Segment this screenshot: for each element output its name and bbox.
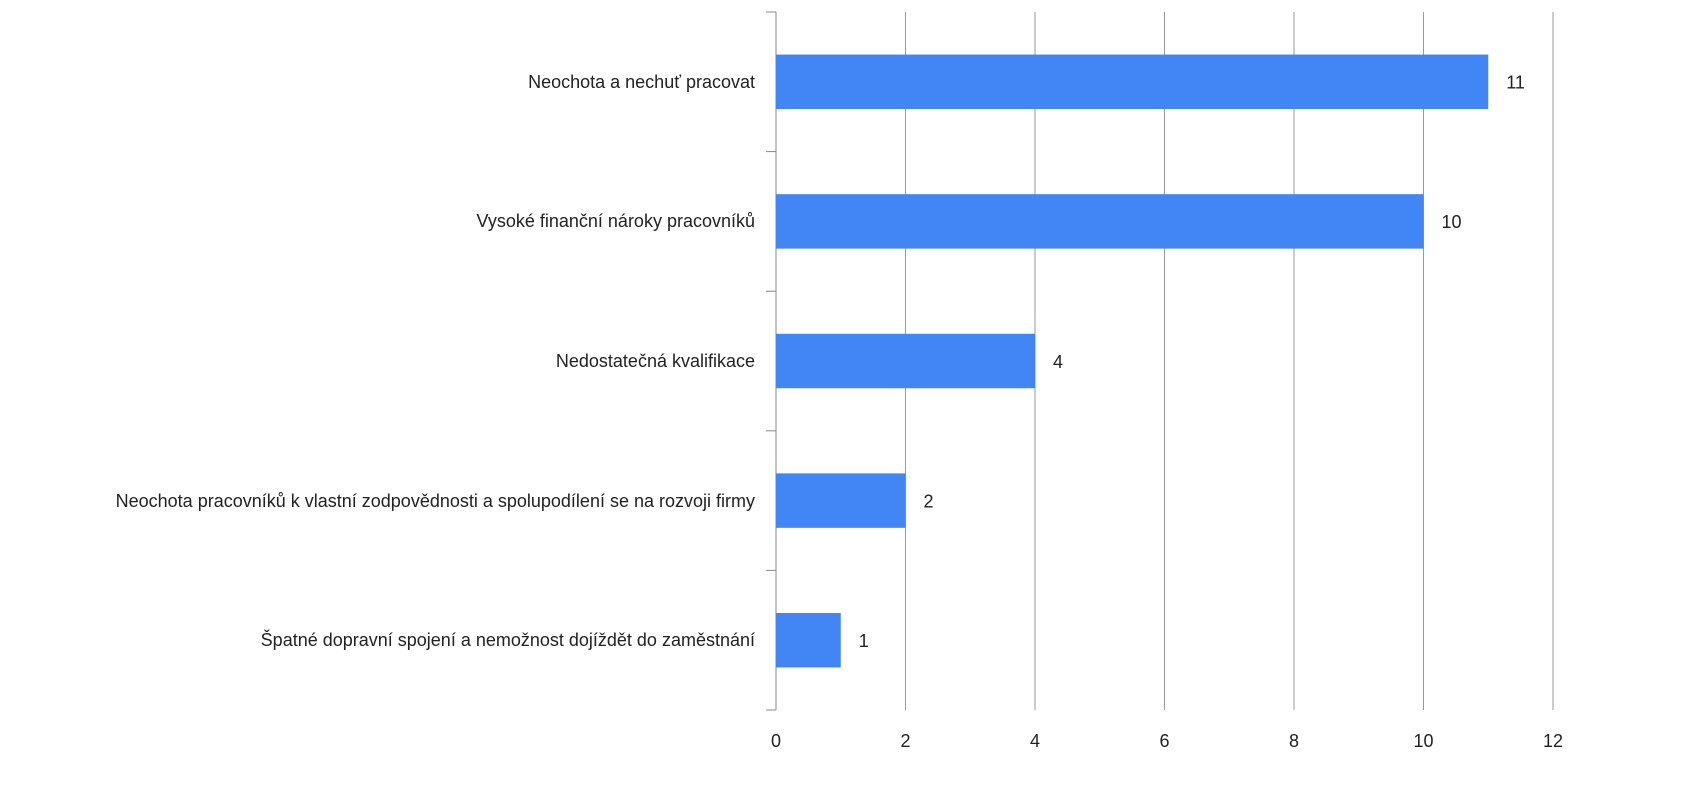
y-tick-label: Vysoké finanční nároky pracovníků [476, 211, 755, 232]
bar [776, 333, 1035, 389]
value-label: 1 [859, 631, 869, 651]
x-tick-label: 4 [1030, 731, 1040, 751]
x-tick-label: 8 [1289, 731, 1299, 751]
x-tick-label: 0 [771, 731, 781, 751]
x-tick-label: 6 [1159, 731, 1169, 751]
bar [776, 473, 906, 528]
value-label: 4 [1053, 352, 1063, 372]
y-tick-label: Nedostatečná kvalifikace [555, 351, 755, 371]
value-label: 11 [1506, 73, 1525, 93]
value-label: 2 [924, 491, 934, 511]
y-tick-label: Špatné dopravní spojení a nemožnost dojí… [260, 630, 755, 651]
y-tick-label: Neochota a nechuť pracovat [528, 71, 755, 92]
y-tick-label: Neochota pracovníků k vlastní zodpovědno… [115, 490, 755, 511]
bar [776, 194, 1424, 249]
x-tick-label: 12 [1543, 731, 1563, 751]
bar [776, 54, 1489, 110]
x-tick-label: 10 [1413, 731, 1433, 751]
x-tick-label: 2 [900, 731, 910, 751]
value-label: 10 [1442, 212, 1462, 232]
bar [776, 612, 841, 668]
